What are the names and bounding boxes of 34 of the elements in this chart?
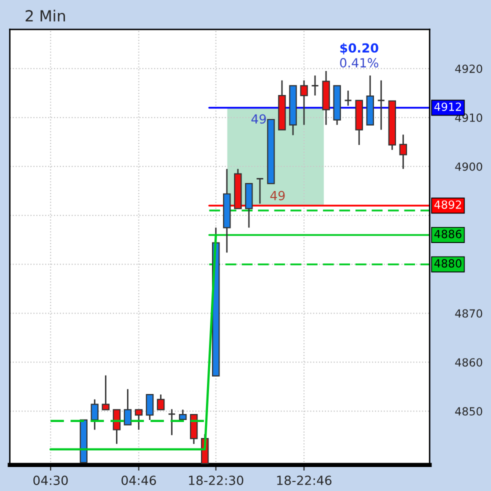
annotation: 0.41% xyxy=(340,58,378,68)
candlestick xyxy=(300,80,308,126)
candlestick xyxy=(311,74,320,96)
candlestick xyxy=(377,80,386,130)
y-tick-label: 4920 xyxy=(455,64,482,73)
x-tick-label: 18-22:46 xyxy=(277,476,332,486)
x-tick-label: 04:46 xyxy=(122,476,156,486)
candlestick xyxy=(344,90,352,106)
candlestick xyxy=(399,134,408,170)
candlestick xyxy=(256,178,264,204)
candlestick xyxy=(190,414,198,445)
x-tick-label: 04:30 xyxy=(33,476,68,486)
y-tick-label: 4870 xyxy=(455,309,482,318)
candlestick xyxy=(102,374,110,410)
candlestick xyxy=(90,398,99,430)
annotation: 49 xyxy=(251,114,266,124)
candlestick xyxy=(134,408,143,430)
annotation: 49 xyxy=(270,190,285,200)
candlestick xyxy=(156,394,165,410)
x-tick-label: 18-22:30 xyxy=(189,476,244,486)
candlestick xyxy=(178,408,187,420)
candlestick xyxy=(168,408,176,436)
candlestick xyxy=(124,388,132,426)
ref-line-label: 4912 xyxy=(434,102,461,111)
ref-line-label: 4886 xyxy=(434,230,462,238)
y-tick-label: 4900 xyxy=(455,162,482,171)
chart-title: 2 Min xyxy=(26,10,65,22)
y-tick-label: 4850 xyxy=(455,407,482,416)
ref-line-label: 4880 xyxy=(434,259,462,268)
candlestick xyxy=(146,394,154,421)
annotation: $0.20 xyxy=(340,43,378,54)
y-tick-label: 4860 xyxy=(455,358,482,367)
ref-line-label: 4892 xyxy=(434,200,461,209)
candlestick xyxy=(112,408,121,445)
